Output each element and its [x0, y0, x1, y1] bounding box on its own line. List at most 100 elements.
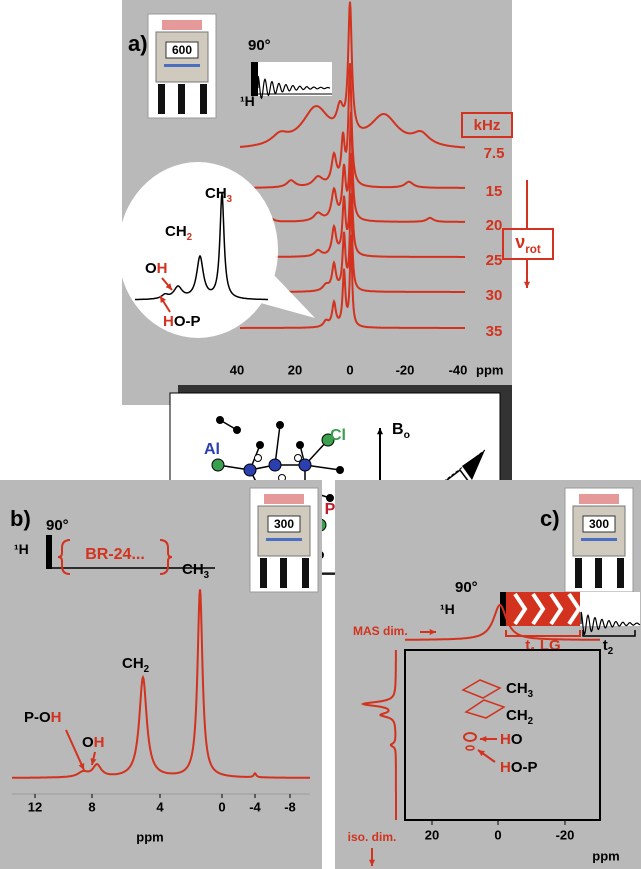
tick-label: -8 — [284, 799, 296, 814]
tick-label: 20 — [425, 827, 439, 842]
atom — [234, 427, 241, 434]
pulse-window — [258, 62, 332, 96]
spin-rate: 7.5 — [484, 145, 505, 162]
tick-label: 0 — [494, 827, 501, 842]
magnet-leg — [595, 558, 602, 588]
label-part: CH — [182, 561, 204, 578]
label-part: O — [82, 734, 94, 751]
magnet-leg — [575, 558, 582, 588]
peak-label: HO — [500, 731, 523, 748]
magnet-stripe — [581, 538, 617, 541]
spin-rate: 15 — [486, 183, 503, 200]
spin-rate: 25 — [486, 252, 503, 269]
atom-label: Cl — [330, 427, 346, 444]
nu-rot: νrot — [515, 232, 541, 256]
label-part: 3 — [227, 194, 233, 205]
atom-label: P — [325, 501, 336, 518]
magnet-leg — [617, 558, 624, 588]
nucleus: ¹H — [240, 93, 255, 109]
figure: a)60090°¹HkHz7.51520253035νrot40200-20-4… — [0, 0, 641, 869]
tick-label: 12 — [28, 799, 42, 814]
label-part: H — [157, 260, 168, 277]
pulse-bar — [46, 535, 52, 569]
label-part: 3 — [528, 689, 534, 700]
arrow-head — [524, 282, 530, 288]
magnet-leg — [158, 84, 165, 114]
label-part: o — [404, 430, 410, 441]
spin-rate: 20 — [486, 217, 503, 234]
atom — [297, 442, 304, 449]
label-part: CH — [165, 223, 187, 240]
tick-label: -20 — [396, 362, 415, 377]
panel-label: b) — [10, 506, 31, 531]
label-part: O-P — [174, 313, 201, 330]
panel-label: c) — [540, 506, 560, 531]
magnet-top — [162, 20, 202, 30]
peak-label: HO-P — [500, 759, 538, 776]
tick-label: 8 — [88, 799, 95, 814]
magnet-leg — [260, 558, 267, 588]
spin-rate: 30 — [486, 287, 503, 304]
panel-label: a) — [128, 31, 148, 56]
label-part: P-O — [24, 709, 51, 726]
label-part: H — [163, 313, 174, 330]
label-part: ¹H — [240, 93, 255, 109]
axis-unit: ppm — [592, 848, 619, 863]
label-part: CH — [205, 185, 227, 202]
label-part: 2 — [528, 716, 534, 727]
tick-label: 40 — [230, 362, 244, 377]
tick-label: 0 — [218, 799, 225, 814]
atom — [257, 442, 264, 449]
pulse-bar — [251, 62, 258, 96]
dim-label: iso. dim. — [348, 830, 397, 844]
label-part: ¹H — [14, 541, 29, 557]
magnet-leg — [178, 84, 185, 114]
atom — [212, 459, 224, 471]
magnet-top — [579, 494, 619, 504]
atom — [337, 467, 344, 474]
label-part: H — [500, 759, 511, 776]
magnet-stripe — [164, 64, 200, 67]
tick-label: 20 — [288, 362, 302, 377]
label-part: ν — [515, 232, 525, 252]
label-part: 2 — [608, 646, 614, 657]
spin-rate: 35 — [486, 323, 503, 340]
magnet-stripe — [266, 538, 302, 541]
tick-label: -4 — [249, 799, 261, 814]
label-part: CH — [122, 655, 144, 672]
label-part: B — [392, 421, 404, 438]
sequence: BR-24... — [85, 546, 145, 563]
label-part: H — [500, 731, 511, 748]
label-part: O — [145, 260, 157, 277]
peak-label: HO-P — [163, 313, 201, 330]
label-part: rot — [525, 243, 541, 256]
atom — [244, 464, 256, 476]
pulse-angle: 90° — [248, 37, 271, 54]
nucleus: ¹H — [14, 541, 29, 557]
magnet-label: 600 — [172, 43, 192, 57]
magnet-label: 300 — [274, 517, 294, 531]
atom — [277, 422, 284, 429]
label-part: H — [51, 709, 62, 726]
label-part: 2 — [187, 232, 193, 243]
magnet-leg — [302, 558, 309, 588]
unit: kHz — [474, 117, 501, 134]
magnet-leg — [200, 84, 207, 114]
tick-label: 0 — [346, 362, 353, 377]
axis-unit: ppm — [476, 362, 503, 377]
atom — [255, 455, 262, 462]
pulse-angle: 90° — [455, 579, 478, 596]
label-part: CH — [506, 707, 528, 724]
peak-label: OH — [82, 734, 105, 751]
dim-label: MAS dim. — [353, 624, 408, 638]
pulse-angle: 90° — [46, 517, 69, 534]
magnet-label: 300 — [589, 517, 609, 531]
tick-label: 4 — [156, 799, 164, 814]
label-part: O-P — [511, 759, 538, 776]
label-part: O — [511, 731, 523, 748]
peak-label: OH — [145, 260, 168, 277]
tick-label: -20 — [556, 827, 575, 842]
label-part: ¹H — [440, 601, 455, 617]
atom-label: Al — [204, 441, 220, 458]
label-part: 3 — [204, 570, 210, 581]
